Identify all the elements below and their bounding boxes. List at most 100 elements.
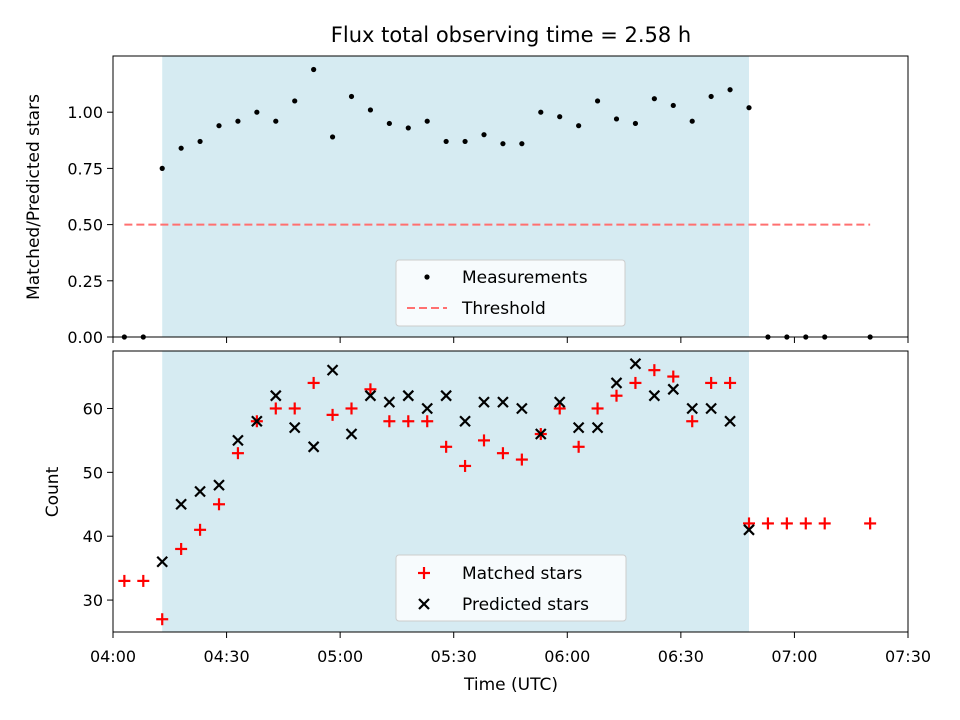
- predicted-star-point: [724, 415, 736, 428]
- matched-star-point: [194, 523, 207, 536]
- y-tick-label: 30: [83, 591, 103, 610]
- matched-star-point: [345, 402, 358, 415]
- matched-star-point: [648, 364, 661, 377]
- predicted-star-point: [610, 377, 623, 389]
- measurement-point: [576, 123, 582, 129]
- x-tick-label: 04:00: [90, 647, 136, 666]
- x-axis-label: Time (UTC): [463, 675, 558, 695]
- x-tick-label: 07:00: [771, 647, 817, 666]
- matched-star-point: [667, 370, 680, 383]
- measurement-point: [197, 138, 203, 145]
- matched-star-point: [383, 415, 396, 428]
- predicted-star-point: [497, 396, 509, 408]
- matched-star-point: [610, 389, 623, 402]
- measurement-point: [386, 120, 392, 127]
- predicted-star-point: [251, 415, 263, 428]
- measurement-point: [216, 123, 222, 129]
- bottom-legend-box: [395, 554, 627, 622]
- matched-star-point: [761, 517, 774, 530]
- predicted-star-point: [705, 402, 717, 415]
- measurement-point: [481, 132, 487, 138]
- matched-star-point: [175, 542, 188, 555]
- bottom-legend: Matched stars Predicted stars: [395, 554, 627, 622]
- matched-star-point: [156, 613, 169, 626]
- matched-star-point: [724, 376, 737, 389]
- matched-star-point: [421, 415, 434, 428]
- predicted-star-point: [553, 396, 566, 408]
- measurement-point: [329, 134, 336, 140]
- measurement-point: [424, 118, 430, 124]
- measurement-point: [462, 138, 468, 145]
- x-tick-label: 06:00: [544, 647, 590, 666]
- measurement-point: [311, 66, 317, 73]
- predicted-star-point: [364, 389, 377, 402]
- measurement-point: [292, 98, 298, 104]
- x-tick-label: 06:30: [658, 647, 704, 666]
- matched-star-point: [459, 459, 472, 472]
- top-legend: Measurements Threshold: [395, 259, 626, 327]
- predicted-star-point: [516, 402, 528, 415]
- matched-star-point: [572, 440, 585, 453]
- legend-measurements-marker: [424, 274, 430, 280]
- top-legend-box: [395, 259, 626, 327]
- predicted-star-point: [270, 389, 282, 402]
- measurement-point: [746, 105, 752, 111]
- measurement-point: [405, 125, 411, 131]
- predicted-star-point: [402, 389, 415, 402]
- measurement-point: [367, 107, 374, 113]
- top-panel: Flux total observing time = 2.58 h 0.000…: [24, 23, 909, 347]
- predicted-star-point: [686, 402, 698, 415]
- x-tick-label: 05:30: [431, 647, 477, 666]
- top-plot-frame: [112, 55, 909, 338]
- matched-star-point: [515, 453, 528, 466]
- legend-threshold-label: Threshold: [461, 299, 546, 319]
- matched-star-point: [137, 574, 150, 587]
- matched-star-point: [705, 376, 718, 389]
- measurement-point: [443, 138, 449, 145]
- matched-star-point: [118, 574, 131, 587]
- predicted-star-point: [743, 524, 755, 536]
- predicted-star-point: [648, 389, 661, 402]
- measurement-point: [159, 165, 165, 171]
- y-tick-label: 0.50: [67, 216, 103, 235]
- legend-predicted-label: Predicted stars: [462, 595, 589, 615]
- legend-matched-label: Matched stars: [462, 564, 582, 584]
- y-tick-label: 60: [83, 399, 103, 418]
- predicted-star-point: [345, 428, 358, 440]
- matched-star-point: [326, 408, 339, 421]
- measurement-point: [538, 109, 544, 115]
- matched-star-point: [269, 402, 282, 415]
- top-y-ticks: 0.00 0.25 0.50 0.75 1.00: [67, 103, 113, 347]
- measurement-point: [689, 118, 695, 124]
- predicted-star-point: [459, 415, 471, 428]
- bottom-y-ticks: 30 40 50 60: [83, 399, 113, 610]
- measurement-point: [178, 145, 184, 151]
- predicted-star-point: [478, 396, 490, 408]
- matched-star-point: [629, 376, 642, 389]
- measurement-point: [235, 118, 241, 124]
- predicted-star-point: [535, 428, 547, 440]
- matched-star-point: [213, 498, 225, 511]
- bottom-series-layer: [118, 357, 877, 626]
- predicted-star-point: [591, 421, 604, 434]
- predicted-star-point: [440, 389, 452, 402]
- legend-predicted-marker: [418, 598, 430, 610]
- matched-star-point: [496, 447, 509, 460]
- y-tick-label: 1.00: [67, 103, 103, 122]
- bottom-plot-frame: [112, 350, 909, 633]
- measurement-point: [670, 102, 676, 109]
- measurement-point: [273, 118, 279, 124]
- legend-measurements-label: Measurements: [462, 268, 588, 288]
- matched-star-point: [864, 517, 877, 530]
- measurement-point: [557, 114, 563, 120]
- bottom-y-axis-label: Count: [43, 466, 63, 517]
- predicted-star-point: [288, 421, 301, 434]
- y-tick-label: 0.25: [67, 272, 103, 291]
- matched-star-point: [231, 447, 244, 460]
- predicted-star-point: [213, 479, 225, 491]
- measurement-point: [594, 98, 601, 104]
- chart-title: Flux total observing time = 2.58 h: [331, 23, 691, 47]
- matched-star-point: [553, 402, 566, 415]
